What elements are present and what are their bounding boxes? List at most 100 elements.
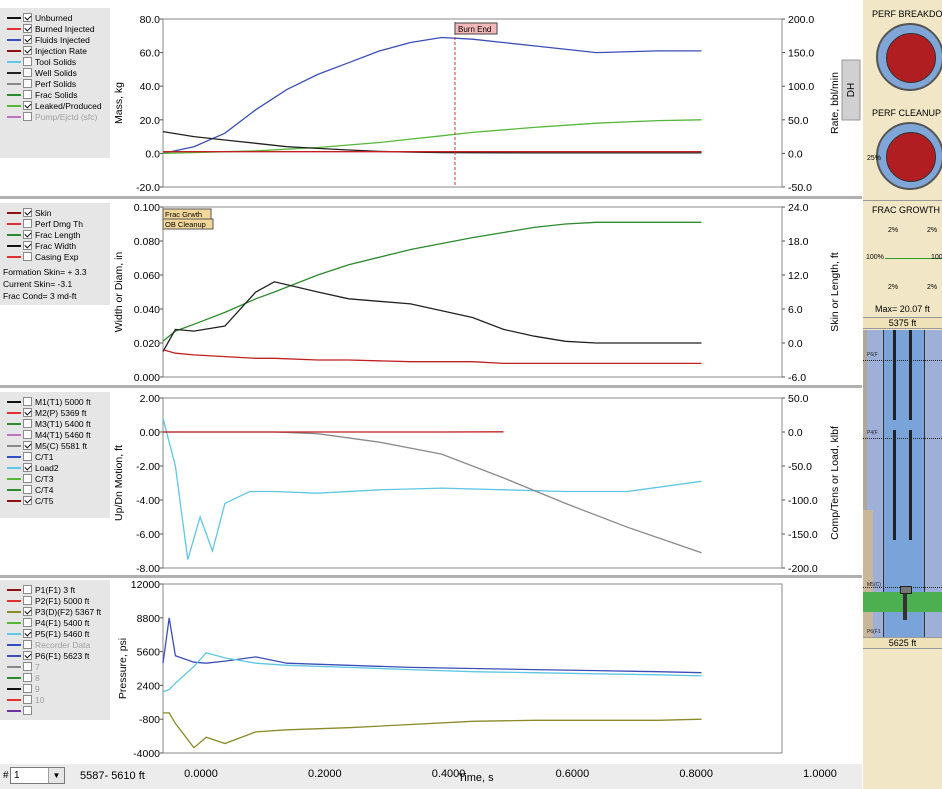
legend-checkbox[interactable]: [23, 629, 32, 638]
formation-skin: Formation Skin= + 3.3: [3, 267, 87, 277]
legend-item[interactable]: Frac Solids: [0, 89, 78, 100]
legend-item[interactable]: M4(T1) 5460 ft: [0, 429, 91, 440]
legend-item[interactable]: M2(P) 5369 ft: [0, 407, 87, 418]
legend-checkbox[interactable]: [23, 684, 32, 693]
legend-label: Load2: [35, 462, 59, 473]
legend-item[interactable]: M5(C) 5581 ft: [0, 440, 87, 451]
legend-checkbox[interactable]: [23, 24, 32, 33]
perf-cleanup-core: [886, 132, 936, 182]
legend-item[interactable]: Tool Solids: [0, 56, 76, 67]
gauge-select[interactable]: 1 ▼: [10, 767, 65, 784]
legend-item[interactable]: C/T5: [0, 495, 53, 506]
legend-checkbox[interactable]: [23, 79, 32, 88]
legend-swatch: [7, 588, 21, 591]
legend-checkbox[interactable]: [23, 452, 32, 461]
legend-checkbox[interactable]: [23, 408, 32, 417]
legend-checkbox[interactable]: [23, 706, 32, 715]
legend-item[interactable]: 10: [0, 694, 44, 705]
legend-item[interactable]: P6(F1) 5623 ft: [0, 650, 89, 661]
legend-item[interactable]: P1(F1) 3 ft: [0, 584, 75, 595]
depth-range: 5587- 5610 ft: [80, 770, 145, 782]
current-skin: Current Skin= -3.1: [3, 279, 73, 289]
legend-item[interactable]: P2(F1) 5000 ft: [0, 595, 89, 606]
legend-checkbox[interactable]: [23, 57, 32, 66]
legend-checkbox[interactable]: [23, 112, 32, 121]
legend-checkbox[interactable]: [23, 419, 32, 428]
legend-label: Well Solids: [35, 67, 77, 78]
legend-item[interactable]: 7: [0, 661, 40, 672]
legend-checkbox[interactable]: [23, 618, 32, 627]
legend-swatch: [7, 60, 21, 63]
legend-item[interactable]: Recorder Data: [0, 639, 90, 650]
separator: [0, 196, 862, 199]
legend-item[interactable]: M3(T1) 5400 ft: [0, 418, 91, 429]
legend-checkbox[interactable]: [23, 46, 32, 55]
legend-checkbox[interactable]: [23, 230, 32, 239]
legend-checkbox[interactable]: [23, 252, 32, 261]
legend-checkbox[interactable]: [23, 241, 32, 250]
legend-item[interactable]: P4(F1) 5400 ft: [0, 617, 89, 628]
legend-checkbox[interactable]: [23, 695, 32, 704]
legend-checkbox[interactable]: [23, 673, 32, 682]
y-right-axis-label: Skin or Length, ft: [829, 252, 841, 331]
legend-item[interactable]: 9: [0, 683, 40, 694]
legend-item[interactable]: Frac Width: [0, 240, 76, 251]
y-tick-label: -6.00: [136, 529, 160, 541]
legend-checkbox[interactable]: [23, 596, 32, 605]
legend-item[interactable]: P5(F1) 5460 ft: [0, 628, 89, 639]
legend-item[interactable]: Perf Dmg Th: [0, 218, 83, 229]
legend-checkbox[interactable]: [23, 68, 32, 77]
legend-checkbox[interactable]: [23, 441, 32, 450]
legend-item[interactable]: Load2: [0, 462, 59, 473]
perf-cleanup-title: PERF CLEANUP: [872, 108, 942, 118]
legend-checkbox[interactable]: [23, 90, 32, 99]
legend-checkbox[interactable]: [23, 35, 32, 44]
legend-checkbox[interactable]: [23, 485, 32, 494]
chevron-down-icon[interactable]: ▼: [48, 768, 64, 783]
ob-cleanup-label: OB Cleanup: [165, 220, 206, 229]
legend-item[interactable]: Leaked/Produced: [0, 100, 102, 111]
legend-item[interactable]: C/T3: [0, 473, 53, 484]
chart-motion-load: 2.00 0.00 -2.00 -4.00 -6.00 -8.00 Up/Dn Motion…: [113, 393, 841, 575]
legend-item[interactable]: Pump/Ejctd (sfc): [0, 111, 97, 122]
legend-checkbox[interactable]: [23, 640, 32, 649]
legend-item[interactable]: M1(T1) 5000 ft: [0, 396, 91, 407]
legend-checkbox[interactable]: [23, 651, 32, 660]
legend-item[interactable]: Injection Rate: [0, 45, 87, 56]
legend-item[interactable]: Casing Exp: [0, 251, 78, 262]
legend-checkbox[interactable]: [23, 219, 32, 228]
legend-checkbox[interactable]: [23, 208, 32, 217]
y-tick-label: 0.00: [140, 427, 161, 439]
legend-swatch: [7, 466, 21, 469]
legend-item[interactable]: Skin: [0, 207, 52, 218]
dh-tab: [841, 59, 861, 121]
legend-checkbox[interactable]: [23, 662, 32, 671]
legend-item[interactable]: Perf Solids: [0, 78, 76, 89]
y-right-tick-label: -50.0: [788, 461, 812, 473]
y-right-tick-label: 50.0: [788, 393, 809, 405]
bottom-depth: 5625 ft: [863, 637, 942, 649]
legend-item[interactable]: C/T4: [0, 484, 53, 495]
legend-checkbox[interactable]: [23, 397, 32, 406]
legend-checkbox[interactable]: [23, 607, 32, 616]
legend-item[interactable]: Well Solids: [0, 67, 77, 78]
y-right-tick-label: -6.0: [788, 372, 806, 384]
legend-checkbox[interactable]: [23, 585, 32, 594]
legend-item[interactable]: C/T1: [0, 451, 53, 462]
legend-checkbox[interactable]: [23, 496, 32, 505]
legend-checkbox[interactable]: [23, 430, 32, 439]
legend-checkbox[interactable]: [23, 474, 32, 483]
legend-item[interactable]: P3(D)(F2) 5367 ft: [0, 606, 101, 617]
legend-checkbox[interactable]: [23, 463, 32, 472]
legend-item[interactable]: Burned Injected: [0, 23, 95, 34]
legend-checkbox[interactable]: [23, 101, 32, 110]
legend-item[interactable]: Frac Length: [0, 229, 80, 240]
legend-pressure: P1(F1) 3 ft P2(F1) 5000 ft P3(D)(F2) 5367 …: [0, 580, 110, 720]
legend-item[interactable]: [0, 705, 35, 716]
legend-label: Leaked/Produced: [35, 100, 102, 111]
legend-item[interactable]: Fluids Injected: [0, 34, 90, 45]
legend-checkbox[interactable]: [23, 13, 32, 22]
legend-item[interactable]: Unburned: [0, 12, 72, 23]
legend-swatch: [7, 455, 21, 458]
legend-item[interactable]: 8: [0, 672, 40, 683]
